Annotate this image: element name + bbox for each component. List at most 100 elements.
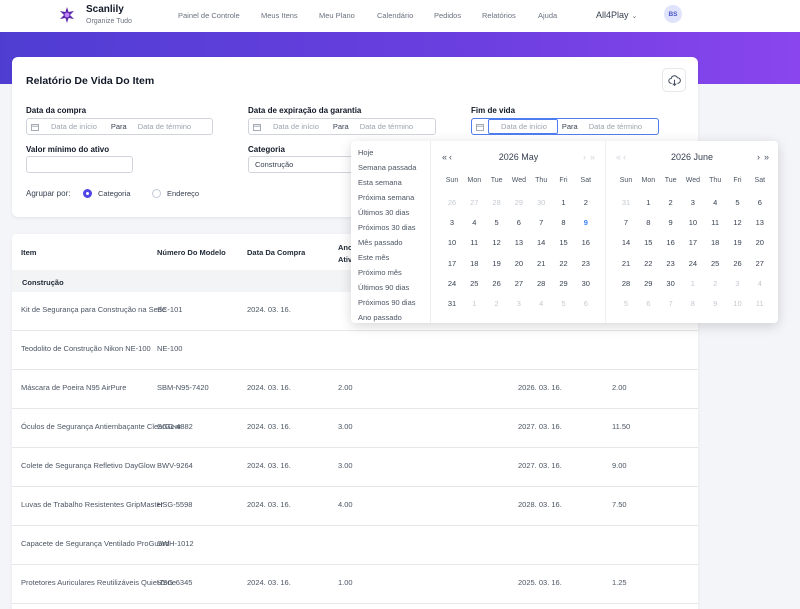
prev-month-icon[interactable]: ‹ bbox=[449, 152, 452, 162]
nav-help[interactable]: Ajuda bbox=[538, 11, 558, 20]
calendar-day[interactable]: 27 bbox=[514, 278, 524, 288]
preset-option[interactable]: Últimos 90 dias bbox=[358, 283, 410, 292]
table-row[interactable]: Óculos de Segurança Antiembaçante ClearG… bbox=[12, 409, 698, 448]
next-year-icon[interactable]: » bbox=[764, 152, 770, 162]
calendar-day[interactable]: 23 bbox=[581, 258, 590, 268]
calendar-day[interactable]: 26 bbox=[492, 278, 501, 288]
calendar-day[interactable]: 2 bbox=[494, 299, 499, 308]
calendar-day[interactable]: 7 bbox=[623, 218, 629, 228]
calendar-day[interactable]: 11 bbox=[711, 218, 720, 228]
purchase-end-input[interactable]: Data de término bbox=[137, 122, 192, 131]
table-row[interactable]: Teodolito de Construção Nikon NE-100 NE-… bbox=[12, 331, 698, 370]
calendar-day[interactable]: 28 bbox=[621, 278, 631, 288]
preset-option[interactable]: Mês passado bbox=[358, 238, 403, 247]
calendar-day[interactable]: 1 bbox=[472, 299, 477, 308]
calendar-day[interactable]: 14 bbox=[537, 238, 546, 248]
calendar-day[interactable]: 30 bbox=[537, 198, 546, 207]
calendar-day[interactable]: 25 bbox=[470, 278, 479, 288]
calendar-day[interactable]: 16 bbox=[581, 238, 590, 248]
min-value-input[interactable] bbox=[26, 156, 133, 173]
calendar-day[interactable]: 13 bbox=[514, 238, 524, 248]
calendar-day[interactable]: 6 bbox=[516, 218, 521, 228]
preset-option[interactable]: Próximo mês bbox=[358, 268, 402, 277]
calendar-day[interactable]: 29 bbox=[644, 278, 653, 288]
calendar-day[interactable]: 10 bbox=[447, 238, 457, 248]
end-of-life-start-input[interactable]: Data de início bbox=[488, 119, 558, 134]
calendar-day[interactable]: 19 bbox=[492, 258, 501, 268]
calendar-day[interactable]: 28 bbox=[492, 198, 501, 207]
nav-calendar[interactable]: Calendário bbox=[377, 11, 414, 20]
calendar-day[interactable]: 29 bbox=[514, 198, 524, 207]
calendar-day[interactable]: 2 bbox=[583, 198, 588, 207]
calendar-day[interactable]: 15 bbox=[559, 238, 568, 248]
calendar-day[interactable]: 16 bbox=[666, 238, 675, 248]
table-row[interactable]: Kit de Segurança para Construção na Sede… bbox=[12, 292, 698, 331]
export-button[interactable] bbox=[662, 68, 686, 92]
column-header-purchase-date[interactable]: Data Da Compra bbox=[247, 248, 306, 257]
calendar-day[interactable]: 1 bbox=[561, 198, 566, 207]
calendar-day[interactable]: 26 bbox=[447, 198, 457, 207]
calendar-day[interactable]: 12 bbox=[492, 238, 501, 248]
preset-option[interactable]: Semana passada bbox=[358, 163, 417, 172]
calendar-day[interactable]: 24 bbox=[447, 278, 457, 288]
calendar-day[interactable]: 5 bbox=[735, 198, 740, 207]
table-row[interactable]: Luvas de Trabalho Resistentes GripMaster… bbox=[12, 487, 698, 526]
calendar-day[interactable]: 7 bbox=[668, 299, 673, 308]
table-row[interactable]: Capacete de Segurança Ventilado ProGuard… bbox=[12, 526, 698, 565]
preset-option[interactable]: Próxima semana bbox=[358, 193, 415, 202]
prev-year-icon[interactable]: « bbox=[442, 152, 448, 162]
column-header-model[interactable]: Número Do Modelo bbox=[157, 248, 226, 257]
preset-option[interactable]: Este mês bbox=[358, 253, 390, 262]
calendar-day[interactable]: 3 bbox=[690, 198, 695, 207]
warranty-end-input[interactable]: Data de término bbox=[359, 122, 414, 131]
calendar-day[interactable]: 18 bbox=[470, 258, 479, 268]
calendar-day[interactable]: 9 bbox=[713, 299, 718, 308]
table-row[interactable]: Protetores Auriculares Reutilizáveis Qui… bbox=[12, 565, 698, 604]
calendar-day[interactable]: 4 bbox=[539, 299, 544, 308]
scanlily-logo-icon[interactable] bbox=[59, 7, 75, 23]
calendar-day[interactable]: 5 bbox=[561, 299, 566, 308]
calendar-day[interactable]: 6 bbox=[757, 198, 762, 207]
calendar-day[interactable]: 20 bbox=[755, 238, 764, 248]
calendar-day[interactable]: 30 bbox=[581, 278, 590, 288]
nav-reports[interactable]: Relatórios bbox=[482, 11, 516, 20]
calendar-day[interactable]: 10 bbox=[688, 218, 698, 228]
calendar-day[interactable]: 27 bbox=[470, 198, 479, 207]
warranty-start-input[interactable]: Data de início bbox=[273, 122, 319, 131]
category-select[interactable]: Construção bbox=[248, 156, 358, 173]
column-header-years-active[interactable]: Anos Ativos bbox=[338, 243, 361, 264]
calendar-day[interactable]: 17 bbox=[688, 238, 698, 248]
calendar-day[interactable]: 19 bbox=[733, 238, 742, 248]
calendar-day[interactable]: 10 bbox=[733, 299, 742, 308]
calendar-day[interactable]: 8 bbox=[646, 218, 651, 228]
calendar-day[interactable]: 17 bbox=[447, 258, 457, 268]
next-month-icon[interactable]: › bbox=[757, 152, 760, 162]
account-switcher[interactable]: All4Play ⌄ bbox=[596, 10, 637, 20]
calendar-day[interactable]: 9 bbox=[668, 218, 673, 228]
calendar-day[interactable]: 29 bbox=[559, 278, 568, 288]
nav-my-items[interactable]: Meus Itens bbox=[261, 11, 298, 20]
calendar-day[interactable]: 30 bbox=[666, 278, 675, 288]
calendar-day[interactable]: 23 bbox=[666, 258, 675, 268]
calendar-day[interactable]: 15 bbox=[644, 238, 653, 248]
calendar-day[interactable]: 21 bbox=[537, 258, 546, 268]
calendar-day[interactable]: 21 bbox=[621, 258, 631, 268]
preset-option[interactable]: Próximos 90 dias bbox=[358, 298, 416, 307]
calendar-day[interactable]: 22 bbox=[559, 258, 568, 268]
group-by-address-radio[interactable]: Endereço bbox=[152, 189, 199, 198]
calendar-day[interactable]: 27 bbox=[755, 258, 764, 268]
nav-dashboard[interactable]: Painel de Controle bbox=[178, 11, 240, 20]
calendar-day[interactable]: 4 bbox=[757, 278, 762, 288]
preset-option[interactable]: Últimos 30 dias bbox=[358, 208, 410, 217]
calendar-day[interactable]: 11 bbox=[755, 299, 764, 308]
nav-orders[interactable]: Pedidos bbox=[434, 11, 462, 20]
calendar-day[interactable]: 13 bbox=[755, 218, 764, 228]
calendar-day[interactable]: 1 bbox=[646, 198, 651, 207]
calendar-day[interactable]: 3 bbox=[735, 278, 740, 288]
end-of-life-end-input[interactable]: Data de término bbox=[588, 122, 643, 131]
calendar-day[interactable]: 7 bbox=[539, 218, 544, 228]
calendar-day[interactable]: 18 bbox=[711, 238, 720, 248]
calendar-day[interactable]: 12 bbox=[733, 218, 742, 228]
preset-option[interactable]: Hoje bbox=[358, 148, 374, 157]
calendar-day[interactable]: 6 bbox=[646, 299, 651, 308]
